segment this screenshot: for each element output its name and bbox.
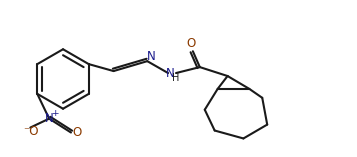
- Text: H: H: [172, 73, 180, 83]
- Text: O: O: [72, 126, 81, 139]
- Text: N: N: [166, 67, 175, 80]
- Text: N: N: [147, 50, 156, 63]
- Text: ⁻O: ⁻O: [24, 125, 39, 138]
- Text: O: O: [186, 37, 196, 50]
- Text: N: N: [45, 112, 54, 125]
- Text: +: +: [51, 109, 59, 118]
